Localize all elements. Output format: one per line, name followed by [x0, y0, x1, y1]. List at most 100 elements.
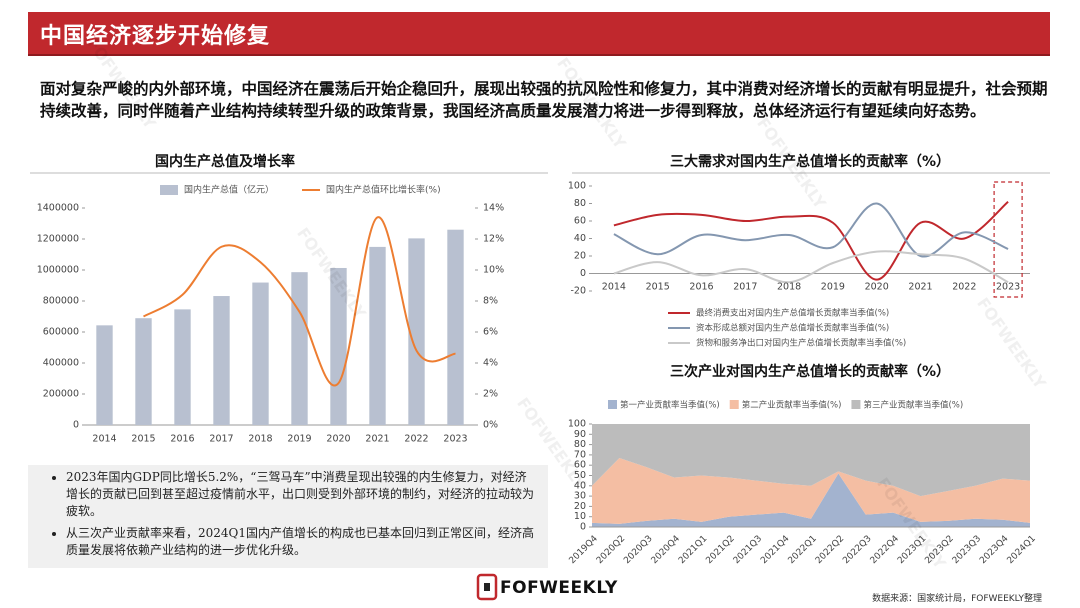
y-tick-label: 14%	[483, 203, 504, 214]
watermark: FOFWEEKLY	[973, 294, 1050, 393]
legend-label: 国内生产总值环比增长率(%)	[326, 184, 441, 196]
bar	[135, 318, 152, 425]
y-tick-label: 10%	[483, 265, 504, 276]
y-tick-label: 0	[580, 522, 586, 533]
line-series	[613, 200, 1009, 281]
legend-label: 最终消费支出对国内生产总值增长贡献率当季值(%)	[696, 308, 889, 319]
x-tick-label: 2021Q4	[759, 534, 792, 567]
y-tick-label: 100	[568, 181, 586, 192]
x-tick-label: 2014	[92, 434, 116, 445]
legend-label: 第一产业贡献率当季值(%)	[620, 400, 720, 411]
x-tick-label: 2022Q1	[787, 534, 819, 566]
line-series	[613, 202, 1009, 258]
header-rule	[28, 54, 1050, 56]
bar	[369, 246, 386, 425]
line-series	[143, 216, 456, 387]
x-tick-label: 2015	[646, 282, 670, 293]
x-tick-label: 2019Q4	[568, 534, 601, 567]
y-tick-label: 2%	[483, 389, 498, 400]
area-series	[592, 457, 1030, 524]
x-tick-label: 2015	[131, 434, 155, 445]
y-tick-label: 1200000	[37, 234, 79, 245]
bullet: 从三次产业贡献率来看，2024Q1国内产值增长的构成也已基本回归到正常区间，经济…	[66, 525, 538, 559]
x-tick-label: 2020Q2	[595, 534, 627, 566]
y-tick-label: 70	[574, 449, 586, 460]
legend-label: 资本形成总额对国内生产总值增长贡献率当季值(%)	[696, 323, 889, 334]
y-tick-label: 60	[574, 216, 586, 227]
x-tick-label: 2020Q4	[650, 534, 683, 567]
x-tick-label: 2020	[326, 434, 350, 445]
y-tick-label: 80	[574, 439, 586, 450]
x-tick-label: 2019	[821, 282, 845, 293]
y-tick-label: 0	[580, 268, 586, 279]
y-tick-label: 800000	[43, 296, 79, 307]
y-tick-label: 600000	[43, 327, 79, 338]
legend-label: 货物和服务净出口对国内生产总值增长贡献率当季值(%)	[696, 338, 906, 349]
highlight-box	[993, 181, 1023, 298]
bullet: 2023年国内GDP同比增长5.2%，“三驾马车”中消费呈现出较强的内生修复力，…	[66, 469, 538, 520]
y-tick-label: 30	[574, 491, 586, 502]
bar	[447, 229, 464, 425]
y-tick-label: 12%	[483, 234, 504, 245]
x-tick-label: 2014	[602, 282, 626, 293]
x-tick-label: 2016	[170, 434, 194, 445]
source-note: 数据来源：国家统计局，FOFWEEKLY整理	[872, 594, 1042, 604]
bullet-list: 2023年国内GDP同比增长5.2%，“三驾马车”中消费呈现出较强的内生修复力，…	[28, 465, 548, 568]
legend-swatch	[851, 400, 861, 409]
intro-text: 面对复杂严峻的内外部环境，中国经济在震荡后开始企稳回升，展现出较强的抗风险性和修…	[40, 79, 1048, 120]
x-tick-label: 2017	[209, 434, 233, 445]
x-tick-label: 2022Q2	[814, 534, 846, 566]
x-tick-label: 2022Q4	[869, 534, 902, 567]
legend-label: 国内生产总值（亿元）	[184, 184, 274, 196]
y-tick-label: -20	[570, 286, 586, 297]
area-series	[592, 473, 1030, 527]
y-tick-label: 8%	[483, 296, 498, 307]
chart-title: 三次产业对国内生产总值增长的贡献率（%）	[670, 363, 950, 380]
y-tick-label: 50	[574, 470, 586, 481]
legend-swatch	[160, 185, 178, 195]
x-tick-label: 2018	[777, 282, 801, 293]
area-series	[592, 424, 1030, 497]
y-tick-label: 10	[574, 511, 586, 522]
x-tick-label: 2022	[404, 434, 428, 445]
x-tick-label: 2023Q4	[978, 534, 1011, 567]
bar	[291, 272, 308, 425]
logo-text: FOFWEEKLY	[500, 578, 618, 598]
x-tick-label: 2020	[865, 282, 889, 293]
chart-title: 国内生产总值及增长率	[155, 153, 295, 170]
logo-icon	[476, 573, 498, 601]
x-tick-label: 2023	[443, 434, 467, 445]
y-tick-label: 100	[568, 419, 586, 430]
logo-icon	[484, 583, 490, 591]
y-tick-label: 90	[574, 429, 586, 440]
x-tick-label: 2022Q3	[841, 534, 873, 566]
x-tick-label: 2021	[908, 282, 932, 293]
y-tick-label: 20	[574, 501, 586, 512]
line-series	[613, 250, 1009, 284]
x-tick-label: 2021Q2	[704, 534, 736, 566]
x-tick-label: 2021Q1	[677, 534, 709, 566]
legend-label: 第三产业贡献率当季值(%)	[863, 400, 963, 411]
x-tick-label: 2023	[996, 282, 1020, 293]
chart-title: 三大需求对国内生产总值增长的贡献率（%）	[670, 153, 950, 170]
y-tick-label: 0	[73, 420, 79, 431]
y-tick-label: 4%	[483, 358, 498, 369]
bar	[174, 309, 191, 425]
y-tick-label: 0%	[483, 420, 498, 431]
y-tick-label: 1400000	[37, 203, 79, 214]
y-tick-label: 60	[574, 460, 586, 471]
header-title: 中国经济逐步开始修复	[40, 23, 271, 49]
y-tick-label: 400000	[43, 358, 79, 369]
bar	[408, 238, 425, 425]
bar	[96, 325, 113, 425]
x-tick-label: 2023Q3	[951, 534, 983, 566]
x-tick-label: 2017	[733, 282, 757, 293]
x-tick-label: 2016	[689, 282, 713, 293]
header-bar	[28, 12, 1050, 54]
y-tick-label: 80	[574, 198, 586, 209]
legend-label: 第二产业贡献率当季值(%)	[742, 400, 842, 411]
x-tick-label: 2022	[952, 282, 976, 293]
y-tick-label: 20	[574, 251, 586, 262]
x-tick-label: 2021Q3	[732, 534, 764, 566]
